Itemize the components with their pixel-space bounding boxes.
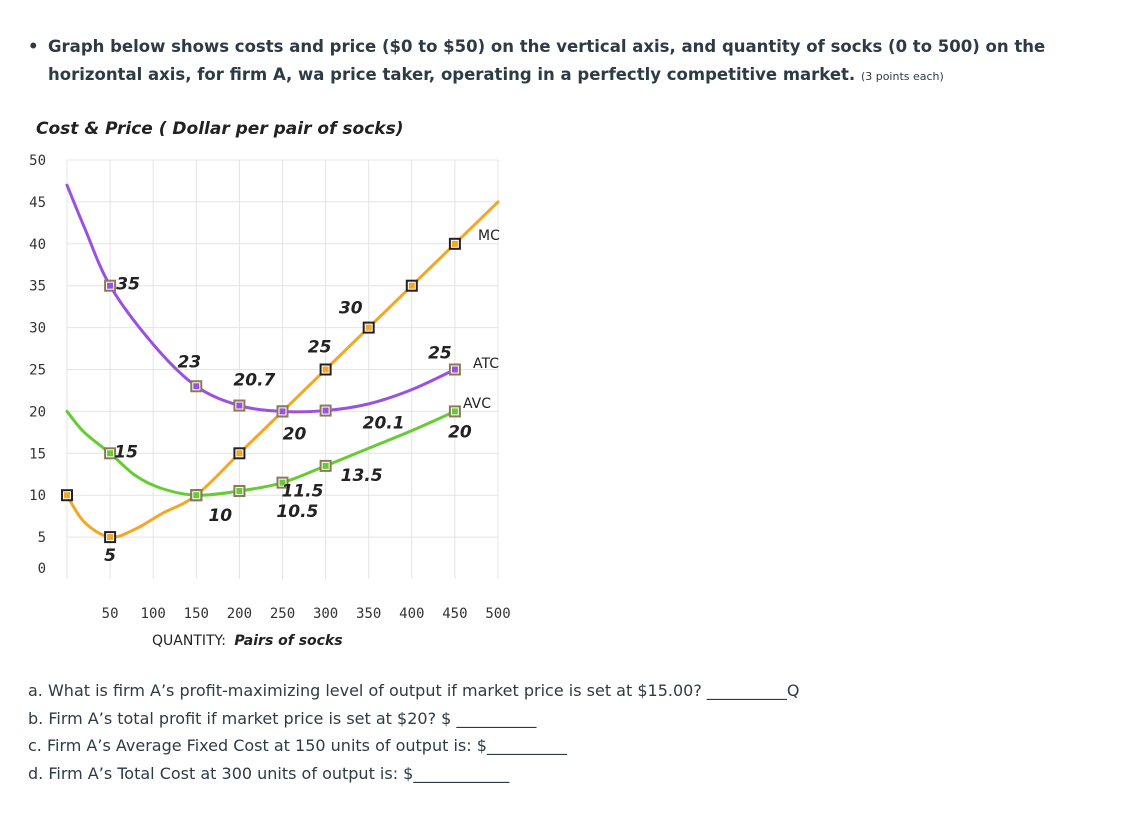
data-label: 20	[283, 424, 307, 444]
marker-fill-avc	[322, 462, 329, 469]
y-tick-label: 50	[29, 153, 46, 169]
marker-fill-atc	[279, 408, 286, 415]
y-tick-label: 30	[29, 321, 46, 337]
y-tick-label: 10	[29, 488, 46, 504]
marker-fill-mc	[451, 240, 458, 247]
series-label-atc: ATC	[473, 356, 499, 372]
marker-fill-mc	[365, 324, 372, 331]
marker-fill-avc	[107, 450, 114, 457]
intro-paragraph: • Graph below shows costs and price ($0 …	[28, 33, 1118, 91]
x-tick-label: 350	[356, 606, 381, 622]
y-tick-label: 5	[38, 530, 46, 546]
data-label: 20.7	[233, 371, 275, 391]
data-label: 10.5	[276, 502, 318, 522]
points-note: (3 points each)	[860, 70, 944, 83]
data-label: 20	[448, 422, 472, 442]
question-c-blank[interactable]: __________	[486, 736, 567, 755]
x-axis-title-prefix: QUANTITY:	[152, 633, 226, 649]
y-tick-label: 15	[29, 446, 46, 462]
chart-x-axis-title: QUANTITY: Pairs of socks	[152, 633, 343, 649]
data-label: 13.5	[341, 466, 383, 486]
data-label: 5	[104, 546, 116, 566]
y-tick-label: 0	[38, 561, 46, 577]
marker-fill-atc	[451, 366, 458, 373]
data-label: 23	[177, 352, 201, 372]
question-a-blank[interactable]: __________	[706, 681, 787, 700]
chart-y-axis-title: Cost & Price ( Dollar per pair of socks)	[36, 119, 403, 139]
intro-text: Graph below shows costs and price ($0 to…	[48, 37, 1046, 84]
question-c-text: c. Firm A’s Average Fixed Cost at 150 un…	[28, 736, 487, 755]
question-a-text: a. What is firm A’s profit-maximizing le…	[28, 681, 707, 700]
y-tick-label: 35	[29, 279, 46, 295]
question-b: b. Firm A’s total profit if market price…	[28, 705, 800, 733]
data-label: 25	[308, 338, 332, 358]
marker-fill-mc	[322, 366, 329, 373]
question-d-blank[interactable]: ____________	[413, 763, 510, 783]
x-tick-label: 450	[442, 606, 467, 622]
x-tick-label: 50	[102, 606, 119, 622]
marker-fill-atc	[107, 282, 114, 289]
marker-fill-atc	[322, 407, 329, 414]
marker-fill-mc	[64, 492, 70, 499]
x-tick-label: 150	[184, 606, 209, 622]
question-a: a. What is firm A’s profit-maximizing le…	[28, 677, 800, 705]
questions-list: a. What is firm A’s profit-maximizing le…	[28, 677, 800, 787]
question-a-suffix: Q	[786, 681, 800, 700]
data-label: 35	[116, 275, 140, 295]
y-tick-label: 40	[29, 237, 46, 253]
x-tick-label: 300	[313, 606, 338, 622]
data-label: 25	[428, 344, 452, 364]
marker-fill-atc	[193, 383, 200, 390]
data-label: 15	[114, 442, 138, 462]
intro-text-block: Graph below shows costs and price ($0 to…	[48, 33, 1118, 91]
question-d-text: d. Firm A’s Total Cost at 300 units of o…	[28, 763, 414, 783]
x-tick-label: 100	[141, 606, 166, 622]
data-label: 30	[339, 299, 363, 319]
marker-fill-avc	[236, 488, 243, 495]
chart-data-labels: 35 15 5 23 20.7 10 10.5 20 25 20.1 11.5 30 13.5 25 20	[104, 275, 472, 566]
series-label-mc: MC	[478, 228, 500, 244]
data-label: 11.5	[282, 482, 324, 502]
y-tick-label: 20	[29, 404, 46, 420]
marker-fill-mc	[107, 534, 114, 541]
marker-fill-mc	[236, 450, 243, 457]
marker-fill-atc	[236, 402, 243, 409]
bullet-icon: •	[28, 37, 39, 56]
marker-fill-avc	[193, 492, 200, 499]
chart-ticks: 0 5 10 15 20 25 30 35 40 45 50 50 100 150 200 250 300 350…	[29, 153, 511, 622]
data-label: 10	[208, 506, 232, 526]
question-b-blank[interactable]: __________	[456, 708, 537, 728]
x-tick-label: 400	[399, 606, 424, 622]
cost-chart: Cost & Price ( Dollar per pair of socks)…	[29, 119, 511, 649]
question-b-text: b. Firm A’s total profit if market price…	[28, 708, 457, 728]
data-label: 20.1	[363, 414, 405, 434]
y-tick-label: 45	[29, 195, 46, 211]
x-tick-label: 500	[485, 606, 510, 622]
y-tick-label: 25	[29, 363, 46, 379]
x-axis-title-suffix: Pairs of socks	[234, 633, 342, 649]
marker-fill-mc	[408, 282, 415, 289]
marker-fill-avc	[279, 479, 286, 486]
chart-series-labels: MC ATC AVC	[463, 228, 500, 412]
chart-markers	[61, 237, 461, 544]
question-c: c. Firm A’s Average Fixed Cost at 150 un…	[28, 732, 800, 760]
x-tick-label: 250	[270, 606, 295, 622]
x-tick-label: 200	[227, 606, 252, 622]
marker-fill-avc	[451, 408, 458, 415]
question-d: d. Firm A’s Total Cost at 300 units of o…	[28, 760, 800, 788]
series-label-avc: AVC	[463, 396, 491, 412]
